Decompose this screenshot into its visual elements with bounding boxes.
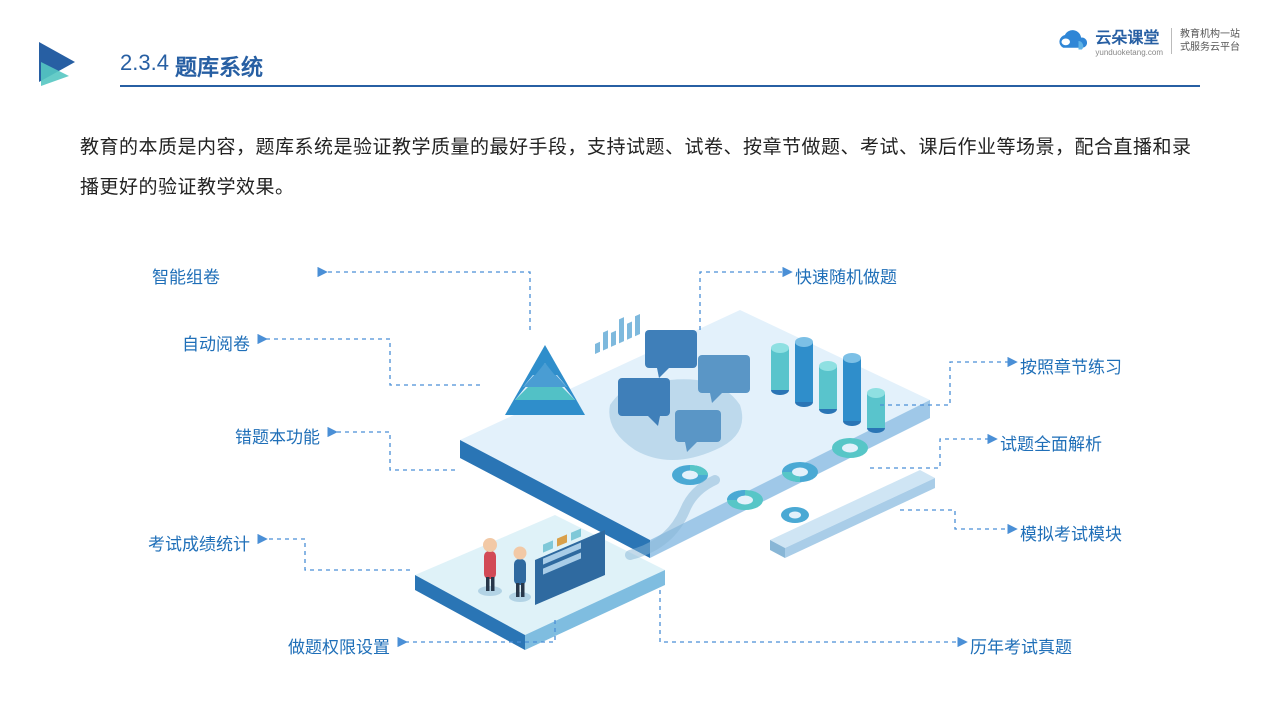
brand-tagline: 教育机构一站 式服务云平台 [1171,28,1240,54]
brand-domain: yunduoketang.com [1095,48,1163,57]
brand-tagline-2: 式服务云平台 [1180,41,1240,54]
diagram-area: 智能组卷 自动阅卷 错题本功能 考试成绩统计 做题权限设置 快速随机做题 按照章… [0,220,1280,700]
header-play-icon [35,40,83,88]
mini-bar-chart [595,310,640,354]
feature-mock-exam: 模拟考试模块 [1020,520,1122,545]
cloud-icon [1053,29,1087,53]
section-number: 2.3.4 [120,50,169,76]
feature-score-stats: 考试成绩统计 [148,530,250,555]
brand-name: 云朵课堂 [1095,24,1163,48]
isometric-illustration [350,250,950,670]
feature-full-analysis: 试题全面解析 [1000,430,1102,455]
pyramid-icon [505,345,585,415]
section-title: 题库系统 [175,50,263,82]
feature-auto-grade: 自动阅卷 [182,330,250,355]
intro-paragraph: 教育的本质是内容，题库系统是验证教学质量的最好手段，支持试题、试卷、按章节做题、… [80,128,1200,208]
feature-quick-random: 快速随机做题 [795,263,897,288]
feature-wrong-book: 错题本功能 [235,423,320,448]
feature-smart-compose: 智能组卷 [152,263,220,288]
feature-past-exam: 历年考试真题 [970,633,1072,658]
title-underline [120,85,1200,87]
feature-chapter-practice: 按照章节练习 [1020,353,1122,378]
brand-tagline-1: 教育机构一站 [1180,28,1240,41]
feature-perm-setting: 做题权限设置 [288,633,390,658]
brand-logo: 云朵课堂 yunduoketang.com 教育机构一站 式服务云平台 [1053,24,1240,57]
